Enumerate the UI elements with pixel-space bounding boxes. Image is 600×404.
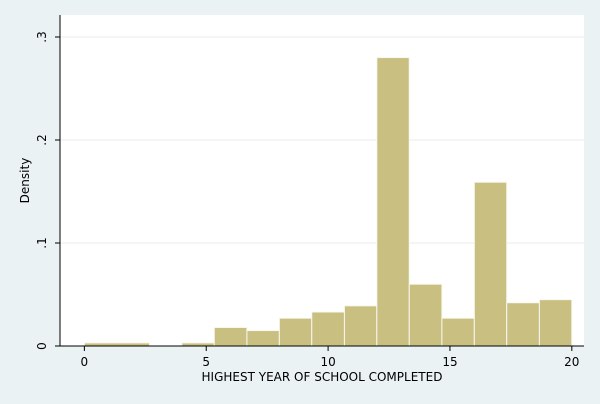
- histogram-bar-11: [506, 302, 540, 347]
- histogram-bar-6: [343, 305, 378, 347]
- y-tick-label-3: .3: [35, 31, 49, 42]
- histogram-bar-8: [408, 283, 443, 347]
- histogram-bar-5: [311, 311, 345, 347]
- histogram-bar-4: [278, 317, 313, 347]
- x-axis-title: HIGHEST YEAR OF SCHOOL COMPLETED: [202, 370, 443, 384]
- x-tick-label-4: 20: [564, 355, 579, 369]
- x-tick-label-1: 5: [202, 355, 210, 369]
- x-tick-label-0: 0: [81, 355, 89, 369]
- histogram-bar-12: [538, 299, 573, 347]
- histogram-bar-3: [246, 330, 280, 347]
- y-axis-title: Density: [18, 158, 32, 204]
- histogram-bar-7: [376, 57, 410, 347]
- y-tick-label-1: .1: [35, 237, 49, 248]
- histogram-bar-9: [441, 317, 475, 347]
- x-tick-label-2: 10: [320, 355, 335, 369]
- y-tick-label-2: .2: [35, 134, 49, 145]
- histogram-bar-2: [213, 326, 248, 347]
- x-tick-label-3: 15: [442, 355, 457, 369]
- histogram-bar-10: [473, 181, 508, 347]
- y-tick-label-0: 0: [35, 342, 49, 350]
